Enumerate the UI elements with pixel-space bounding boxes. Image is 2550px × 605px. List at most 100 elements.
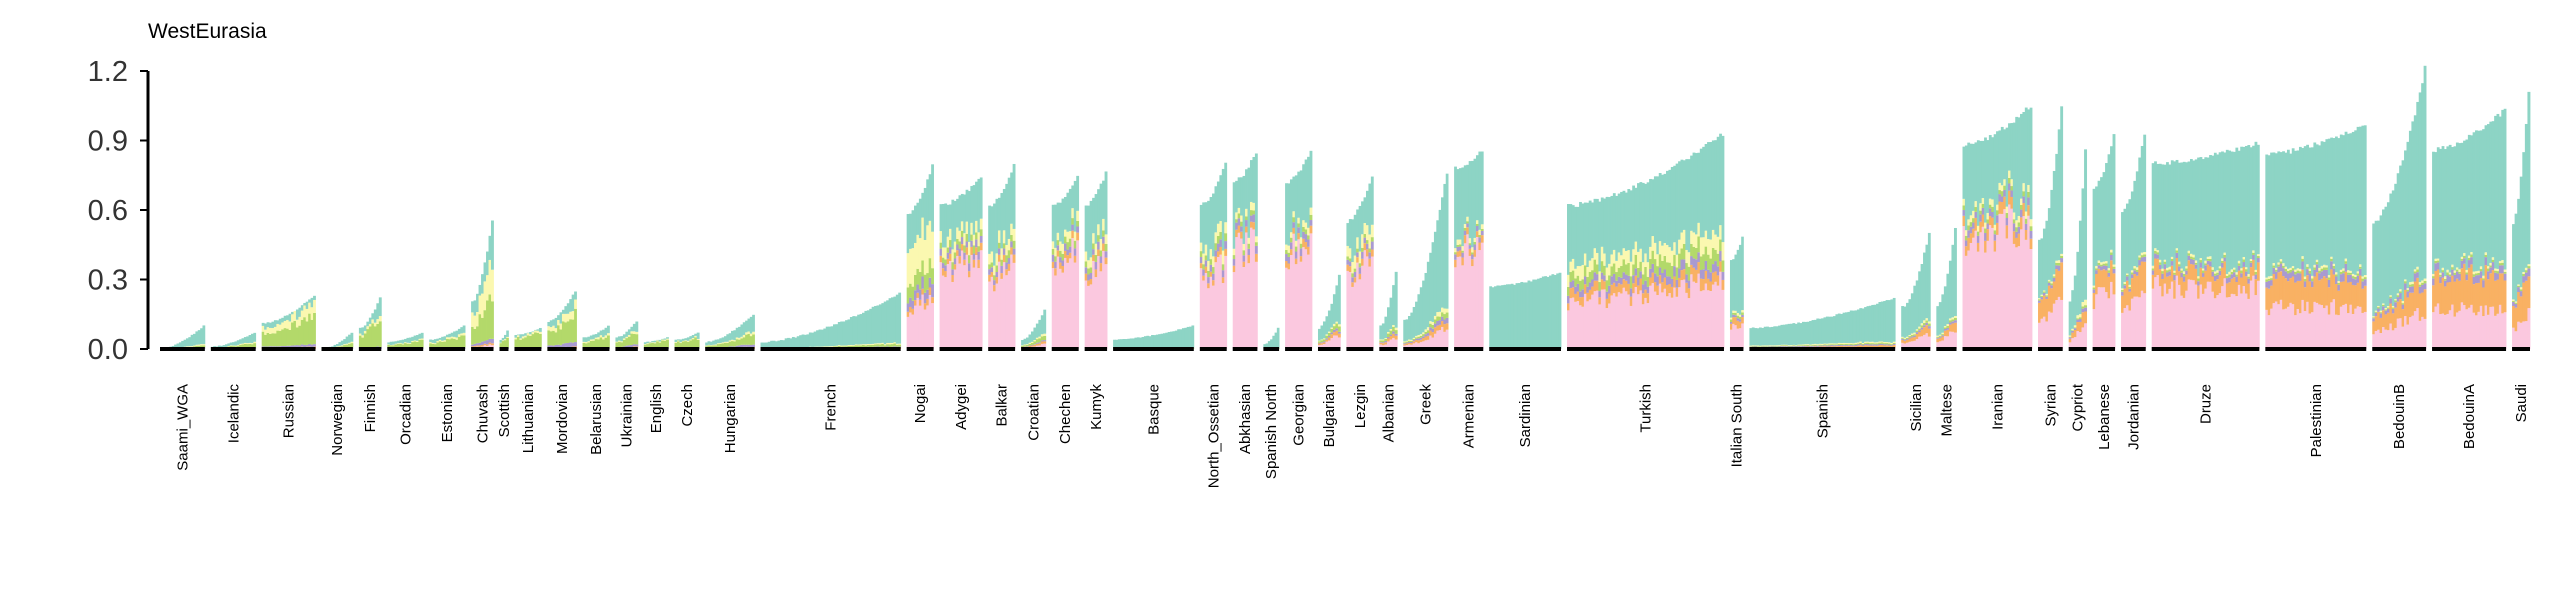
- individual-bar: [816, 330, 819, 349]
- individual-bar: [301, 305, 304, 349]
- segment-pink: [2195, 285, 2198, 349]
- segment-yellow: [1764, 345, 1767, 346]
- individual-bar: [1977, 140, 1980, 349]
- segment-orange: [2195, 269, 2198, 285]
- segment-teal: [1170, 332, 1173, 348]
- segment-teal: [1923, 253, 1926, 321]
- segment-green: [379, 321, 382, 347]
- individual-bar: [1003, 189, 1006, 349]
- segment-teal: [2058, 129, 2061, 260]
- segment-purple: [2335, 277, 2338, 284]
- segment-purple: [1982, 208, 1985, 215]
- segment-orange: [2164, 269, 2167, 283]
- segment-teal: [1659, 173, 1662, 241]
- individual-bar: [2195, 159, 2198, 349]
- segment-teal: [2212, 156, 2215, 268]
- segment-teal: [1639, 182, 1642, 249]
- segment-yellow: [1702, 237, 1705, 254]
- segment-green: [1695, 248, 1698, 259]
- segment-orange: [1434, 327, 1437, 333]
- segment-yellow: [1974, 201, 1977, 207]
- segment-orange: [1427, 336, 1430, 340]
- individual-bar: [572, 295, 575, 349]
- segment-green: [1906, 338, 1909, 339]
- individual-bar: [1869, 306, 1872, 349]
- segment-teal: [409, 338, 412, 344]
- population-georgian: [1285, 151, 1312, 349]
- segment-purple: [2380, 313, 2383, 318]
- segment-pink: [2079, 332, 2082, 349]
- individual-bar: [1302, 164, 1305, 349]
- segment-purple: [1623, 272, 1626, 279]
- segment-yellow: [476, 312, 479, 326]
- individual-bar: [886, 300, 889, 349]
- segment-pink: [2098, 287, 2101, 349]
- segment-teal: [2247, 145, 2250, 274]
- segment-green: [1569, 272, 1572, 282]
- segment-teal: [1862, 308, 1865, 343]
- segment-orange: [1591, 287, 1594, 295]
- segment-teal: [2040, 238, 2043, 294]
- segment-teal: [1382, 323, 1385, 339]
- segment-orange: [1984, 241, 1987, 253]
- segment-orange: [2207, 265, 2210, 282]
- segment-yellow: [193, 346, 196, 347]
- segment-purple: [1613, 274, 1616, 283]
- segment-teal: [2287, 150, 2290, 269]
- segment-pink: [1606, 308, 1609, 349]
- segment-teal: [2235, 148, 2238, 273]
- segment-pink: [2038, 323, 2041, 349]
- individual-bar: [2124, 209, 2127, 349]
- segment-orange: [1639, 279, 1642, 291]
- segment-yellow: [1387, 332, 1390, 334]
- segment-teal: [877, 305, 880, 343]
- segment-green: [517, 337, 520, 348]
- segment-yellow: [1714, 235, 1717, 250]
- segment-teal: [2226, 150, 2229, 274]
- individual-bar: [2113, 134, 2116, 349]
- segment-green: [1297, 223, 1300, 227]
- segment-teal: [402, 340, 405, 344]
- segment-teal: [1556, 273, 1559, 349]
- segment-purple: [2235, 277, 2238, 282]
- segment-green: [1333, 326, 1336, 330]
- individual-bar: [2053, 171, 2056, 349]
- segment-pink: [2306, 302, 2309, 349]
- segment-teal: [996, 199, 999, 254]
- segment-orange: [2323, 276, 2326, 308]
- segment-teal: [1998, 130, 2001, 182]
- segment-teal: [406, 338, 409, 343]
- segment-orange: [1688, 288, 1691, 298]
- segment-teal: [1310, 151, 1313, 208]
- segment-teal: [522, 334, 525, 336]
- segment-pink: [2159, 286, 2162, 349]
- segment-teal: [446, 335, 449, 338]
- segment-purple: [2027, 197, 2030, 205]
- segment-yellow: [1210, 249, 1213, 259]
- segment-purple: [1572, 280, 1575, 287]
- individual-bar: [1867, 306, 1870, 349]
- segment-pink: [2015, 247, 2018, 349]
- segment-orange: [1102, 244, 1105, 251]
- individual-bar: [1991, 137, 1994, 349]
- individual-bar: [2079, 221, 2082, 349]
- segment-green: [2006, 213, 2009, 218]
- individual-bar: [471, 301, 474, 349]
- segment-teal: [726, 334, 729, 342]
- segment-teal: [1446, 174, 1449, 309]
- individual-bar: [2121, 212, 2124, 349]
- segment-purple: [961, 237, 964, 244]
- segment-purple: [745, 345, 748, 347]
- individual-bar: [2018, 117, 2021, 349]
- individual-bar: [2138, 158, 2141, 349]
- segment-orange: [1647, 293, 1650, 303]
- individual-bar: [924, 188, 927, 349]
- segment-yellow: [364, 331, 367, 333]
- segment-yellow: [1773, 345, 1776, 346]
- segment-yellow: [1802, 344, 1805, 345]
- segment-purple: [2275, 272, 2278, 279]
- individual-bar: [1826, 317, 1829, 349]
- segment-purple: [313, 344, 316, 346]
- segment-pink: [1474, 257, 1477, 349]
- segment-teal: [991, 206, 994, 251]
